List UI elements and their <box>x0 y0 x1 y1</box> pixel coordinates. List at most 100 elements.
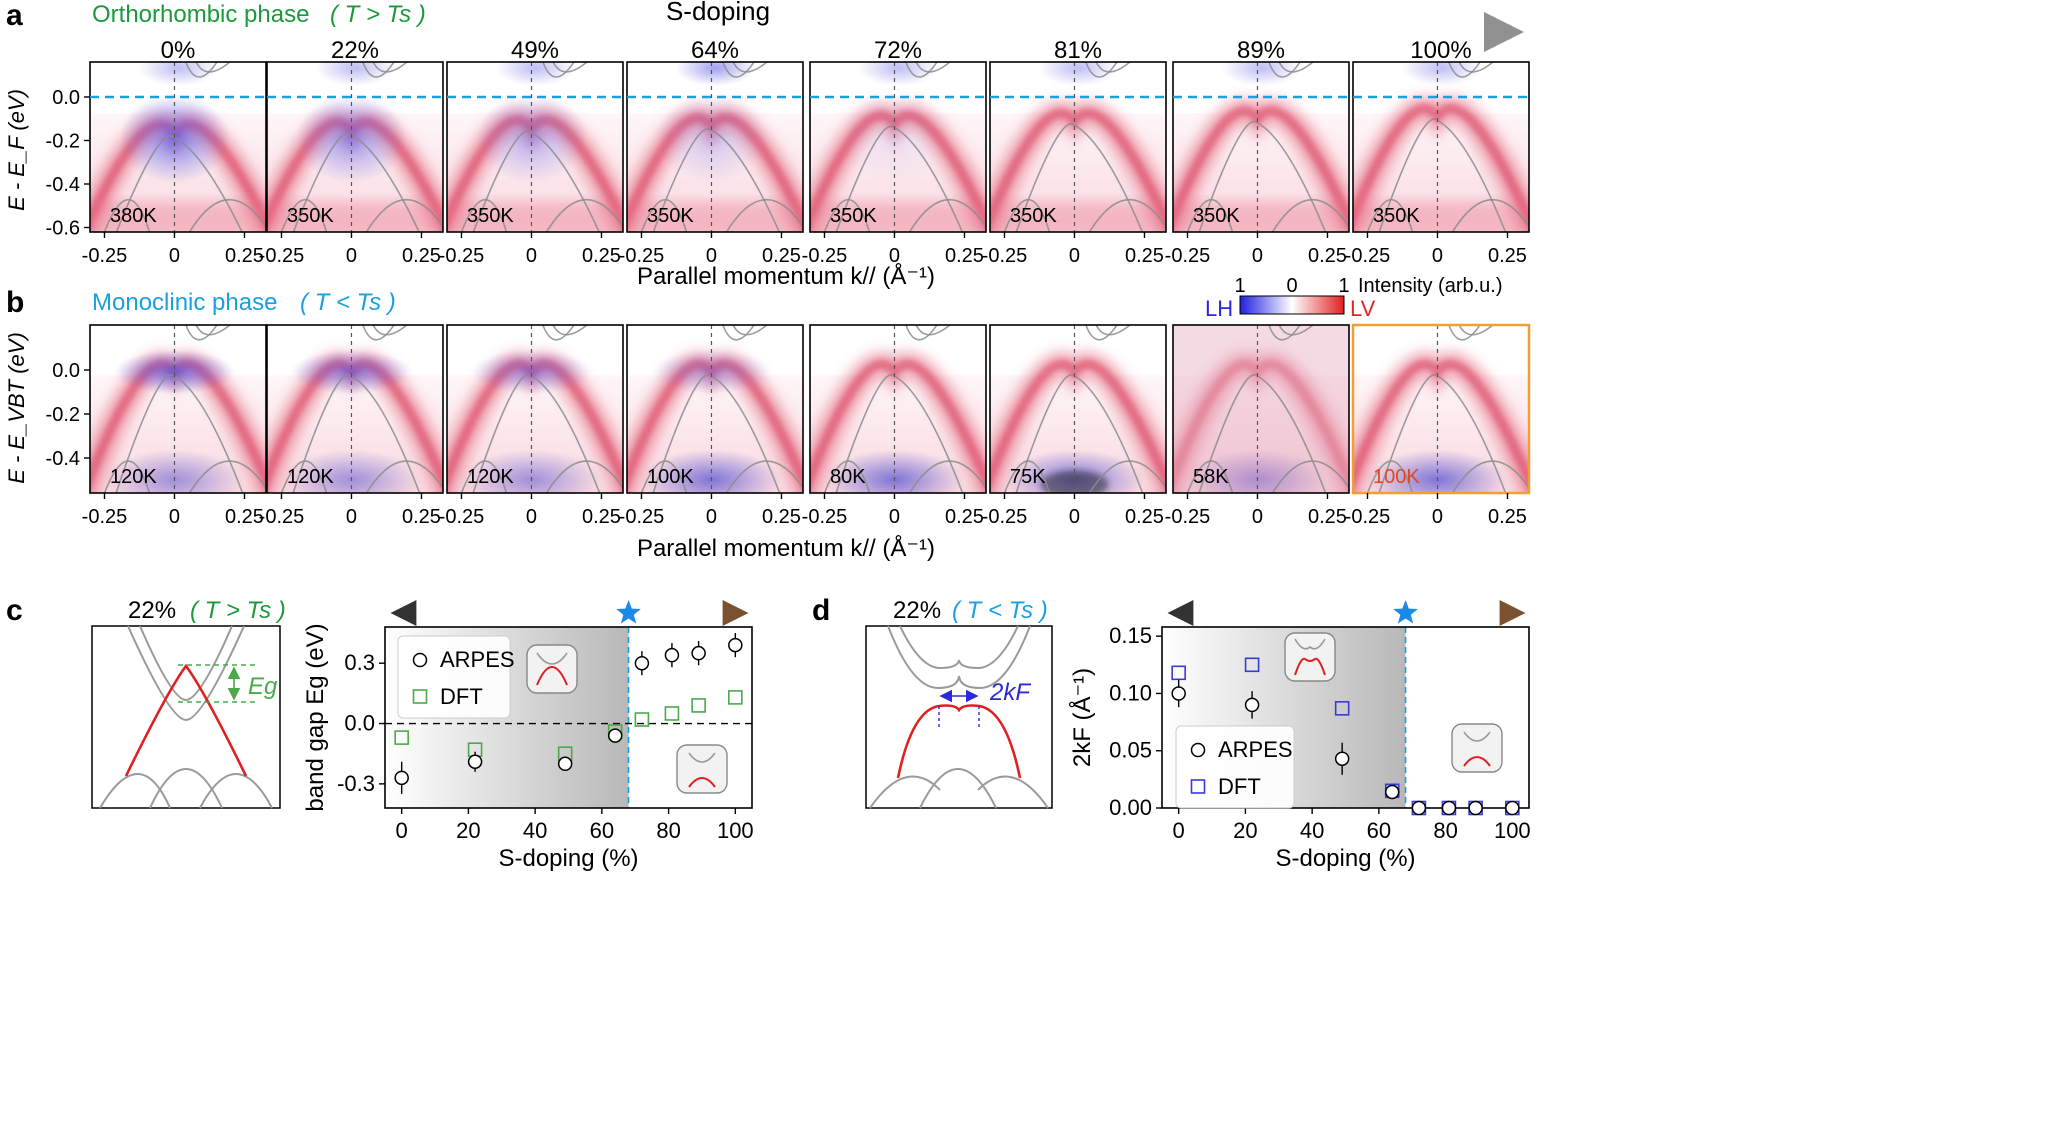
arpes-frame <box>1172 61 1350 233</box>
x-tick-label: 0.25 <box>1308 506 1347 528</box>
arpes-frame <box>1352 61 1530 233</box>
legend-dft-label: DFT <box>1218 774 1261 799</box>
arpes-frame <box>626 61 804 233</box>
x-tick-label: 0.25 <box>762 245 801 267</box>
x-tick-label: 0 <box>1252 245 1263 267</box>
inset-frame <box>1284 632 1336 682</box>
mono-phase-condition: ( T < Ts ) <box>300 289 396 316</box>
y-axis-label: band gap Eg (eV) <box>302 623 329 811</box>
doping-label: 89% <box>1237 37 1285 64</box>
ortho-phase-condition: ( T > Ts ) <box>330 1 426 28</box>
panel-d-kf-label: 2kF <box>989 679 1031 706</box>
arpes-marker <box>634 655 650 671</box>
plot-frame <box>1161 626 1530 809</box>
panel-d-schematic: 22% ( T < Ts ) 2kF <box>865 597 1053 809</box>
arpes-panel-A-8: -0.25 0 0.25 350K <box>1345 61 1530 267</box>
panel-d-schematic-condition: ( T < Ts ) <box>952 597 1048 624</box>
x-tick-label: -0.25 <box>82 506 128 528</box>
x-tick-label: 20 <box>456 818 480 843</box>
arpes-marker <box>691 645 706 661</box>
arpes-panel-B-3: -0.25 0 0.25 120K <box>439 324 624 528</box>
y-tick-label: 0.0 <box>52 87 80 109</box>
x-tick-label: 0.25 <box>945 506 984 528</box>
y-tick-label: 0.00 <box>1109 795 1152 820</box>
arpes-panel-B-5: -0.25 0 0.25 80K <box>802 324 987 528</box>
temperature-label: 350K <box>1010 205 1057 227</box>
x-tick-label: 100 <box>717 818 754 843</box>
transition-star-marker <box>1393 600 1418 624</box>
dft-marker <box>394 730 409 745</box>
row-a-y-axis-label: E - E_F (eV) <box>4 89 29 211</box>
arpes-marker <box>557 756 573 772</box>
band-inset-icon <box>676 744 728 794</box>
temperature-label: 350K <box>1193 205 1240 227</box>
x-tick-label: 0.25 <box>1488 245 1527 267</box>
x-tick-label: 20 <box>1233 818 1257 843</box>
panel-d-2kf-plot: 0 20 40 60 80 100 0.00 0.05 0.10 0.15 S-doping (%)… <box>1068 600 1531 872</box>
arpes-frame <box>809 324 987 494</box>
legend-dft-marker <box>412 689 428 704</box>
x-tick-label: 0 <box>526 245 537 267</box>
colorbar-lh-label: LH <box>1205 296 1233 321</box>
legend-dft-label: DFT <box>440 684 483 709</box>
inset-frame <box>526 644 578 694</box>
arpes-frame <box>266 324 444 494</box>
x-tick-label: 0 <box>1069 245 1080 267</box>
x-tick-label: 0.25 <box>945 245 984 267</box>
x-tick-label: 40 <box>1300 818 1324 843</box>
x-tick-label: 40 <box>523 818 547 843</box>
arpes-marker <box>1384 784 1400 800</box>
doping-label: 72% <box>874 37 922 64</box>
transition-star-marker <box>616 600 641 624</box>
x-tick-label: -0.25 <box>259 506 305 528</box>
y-tick-label: 0.0 <box>52 360 80 382</box>
x-tick-label: -0.25 <box>802 506 848 528</box>
arpes-panel-A-5: -0.25 0 0.25 350K <box>802 61 987 267</box>
x-tick-label: 0.25 <box>1125 506 1164 528</box>
x-tick-label: 0 <box>1069 506 1080 528</box>
x-tick-label: 0 <box>1173 818 1185 843</box>
x-tick-label: 0 <box>706 245 717 267</box>
arpes-frame <box>1351 323 1531 495</box>
x-tick-label: 0.25 <box>402 506 441 528</box>
x-tick-label: 0 <box>889 245 900 267</box>
conduction-band <box>887 625 1031 690</box>
legend-arpes-label: ARPES <box>440 647 515 672</box>
valence-band <box>977 775 1049 809</box>
temperature-label: 120K <box>110 466 157 488</box>
x-tick-label: 0.25 <box>1308 245 1347 267</box>
arpes-marker <box>1244 697 1260 713</box>
arpes-panel-B-1: -0.25 0 0.25 120K <box>82 324 267 528</box>
x-tick-label: -0.25 <box>982 245 1028 267</box>
x-tick-label: 0.25 <box>402 245 441 267</box>
arpes-frame <box>626 324 804 494</box>
panel-a-letter: a <box>6 0 23 32</box>
valence-band <box>199 773 273 809</box>
doping-label: 64% <box>691 37 739 64</box>
arpes-frame <box>446 61 624 233</box>
x-tick-label: -0.25 <box>619 506 665 528</box>
band-inset-icon <box>1284 632 1336 682</box>
arpes-frame <box>1172 324 1350 494</box>
inset-red-band <box>1463 756 1491 767</box>
arpes-panel-B-7: -0.25 0 0.25 58K <box>1165 324 1350 528</box>
arpes-panel-A-3: -0.25 0 0.25 350K <box>439 61 624 267</box>
inset-red-band <box>688 777 716 788</box>
x-tick-label: 0 <box>706 506 717 528</box>
band-inset-icon <box>1451 723 1503 773</box>
conduction-band <box>127 625 245 722</box>
arpes-marker <box>728 637 743 653</box>
arpes-panel-A-7: -0.25 0 0.25 350K <box>1165 61 1350 267</box>
x-tick-label: 60 <box>1367 818 1391 843</box>
x-tick-label: -0.25 <box>439 506 485 528</box>
arpes-panel-A-1: -0.25 0 0.25 380K <box>82 61 267 267</box>
arpes-marker <box>1505 800 1520 816</box>
panel-c-eg-label: Eg <box>248 673 278 700</box>
plot-frame <box>384 626 753 809</box>
x-axis-label: S-doping (%) <box>498 845 638 872</box>
legend-arpes-marker <box>412 652 428 668</box>
arpes-panel-B-6: -0.25 0 0.25 75K <box>982 324 1167 528</box>
colorbar-left-tick: 1 <box>1234 275 1245 297</box>
temperature-label: 120K <box>287 466 334 488</box>
dft-marker <box>691 698 706 713</box>
